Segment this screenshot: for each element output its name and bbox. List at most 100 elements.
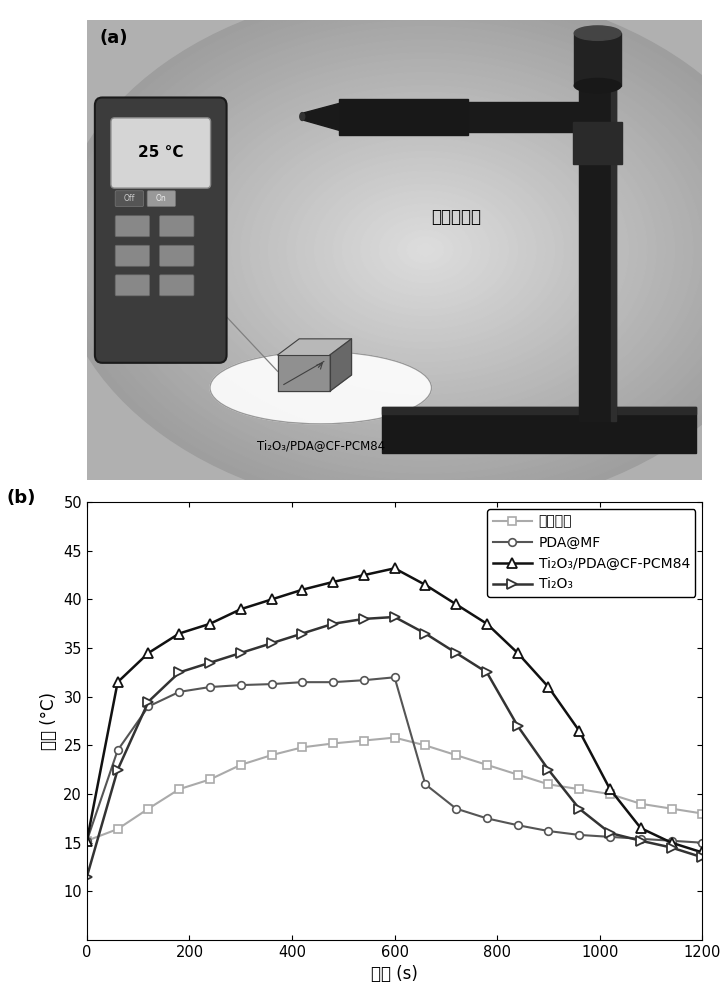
Ti₂O₃/PDA@CF-PCM84 — [668, 837, 676, 849]
Polygon shape — [382, 407, 696, 414]
环境温度 — [175, 783, 184, 795]
环境温度 — [513, 769, 522, 781]
Ti₂O₃/PDA@CF-PCM84 — [298, 584, 307, 596]
Bar — [574, 33, 621, 86]
环境温度 — [575, 783, 584, 795]
Bar — [573, 122, 623, 164]
PDA@MF — [359, 674, 368, 686]
PDA@MF — [452, 803, 460, 815]
Ellipse shape — [306, 164, 545, 335]
Ti₂O₃/PDA@CF-PCM84 — [482, 618, 491, 630]
Ellipse shape — [213, 99, 638, 401]
Ti₂O₃ — [298, 628, 307, 640]
PDA@MF — [236, 679, 245, 691]
Ellipse shape — [121, 33, 724, 467]
Ellipse shape — [296, 158, 555, 342]
PDA@MF — [668, 835, 676, 847]
Ti₂O₃/PDA@CF-PCM84 — [113, 676, 122, 688]
Ti₂O₃ — [236, 647, 245, 659]
Y-axis label: 温度 (°C): 温度 (°C) — [40, 692, 58, 750]
Ti₂O₃/PDA@CF-PCM84 — [544, 681, 553, 693]
Ellipse shape — [93, 13, 724, 486]
环境温度 — [421, 739, 430, 751]
Ellipse shape — [102, 20, 724, 480]
PDA@MF — [698, 837, 707, 849]
Ti₂O₃/PDA@CF-PCM84 — [452, 598, 460, 610]
Ellipse shape — [370, 210, 481, 289]
FancyBboxPatch shape — [115, 275, 150, 296]
Ellipse shape — [314, 171, 536, 329]
Ellipse shape — [204, 92, 647, 407]
Ellipse shape — [250, 125, 601, 375]
环境温度 — [83, 835, 91, 847]
环境温度 — [236, 759, 245, 771]
环境温度 — [113, 823, 122, 835]
Ti₂O₃/PDA@CF-PCM84 — [575, 725, 584, 737]
Ellipse shape — [75, 0, 724, 499]
Line: Ti₂O₃/PDA@CF-PCM84: Ti₂O₃/PDA@CF-PCM84 — [83, 564, 707, 857]
Line: PDA@MF: PDA@MF — [83, 673, 706, 847]
Ellipse shape — [361, 204, 490, 296]
Ti₂O₃/PDA@CF-PCM84 — [390, 562, 399, 574]
环境温度 — [298, 741, 307, 753]
Ti₂O₃ — [329, 618, 337, 630]
Ti₂O₃ — [513, 720, 522, 732]
Ellipse shape — [574, 78, 621, 93]
Ti₂O₃/PDA@CF-PCM84 — [636, 822, 645, 834]
PDA@MF — [267, 678, 276, 690]
Ti₂O₃ — [544, 764, 553, 776]
PDA@MF — [421, 778, 430, 790]
Legend: 环境温度, PDA@MF, Ti₂O₃/PDA@CF-PCM84, Ti₂O₃: 环境温度, PDA@MF, Ti₂O₃/PDA@CF-PCM84, Ti₂O₃ — [487, 509, 695, 597]
Ellipse shape — [176, 73, 675, 427]
Ellipse shape — [407, 237, 444, 263]
Ti₂O₃/PDA@CF-PCM84 — [359, 569, 368, 581]
Ellipse shape — [342, 191, 508, 309]
FancyBboxPatch shape — [147, 191, 175, 207]
Ellipse shape — [210, 352, 432, 424]
Text: Off: Off — [124, 194, 135, 203]
PDA@MF — [206, 681, 214, 693]
Line: Ti₂O₃: Ti₂O₃ — [83, 612, 707, 881]
Ti₂O₃ — [452, 647, 460, 659]
X-axis label: 时间 (s): 时间 (s) — [371, 965, 418, 983]
Ti₂O₃ — [144, 696, 153, 708]
Ti₂O₃ — [267, 637, 276, 649]
Ti₂O₃/PDA@CF-PCM84 — [206, 618, 214, 630]
PDA@MF — [144, 700, 153, 712]
Polygon shape — [303, 103, 339, 130]
环境温度 — [605, 788, 614, 800]
Ellipse shape — [574, 26, 621, 40]
环境温度 — [359, 735, 368, 747]
FancyBboxPatch shape — [115, 216, 150, 237]
Bar — [351, 102, 592, 132]
Ti₂O₃/PDA@CF-PCM84 — [513, 647, 522, 659]
Line: 环境温度: 环境温度 — [83, 734, 706, 845]
Ti₂O₃/PDA@CF-PCM84 — [329, 576, 337, 588]
Polygon shape — [339, 99, 468, 135]
环境温度 — [636, 798, 645, 810]
Ellipse shape — [269, 138, 582, 362]
Text: (b): (b) — [7, 489, 36, 507]
PDA@MF — [298, 676, 307, 688]
Text: On: On — [156, 194, 167, 203]
环境温度 — [206, 773, 214, 785]
Ellipse shape — [324, 178, 527, 322]
PDA@MF — [175, 686, 184, 698]
Ellipse shape — [167, 66, 683, 434]
Ellipse shape — [300, 113, 305, 120]
Ti₂O₃/PDA@CF-PCM84 — [236, 603, 245, 615]
Ellipse shape — [287, 151, 564, 348]
Bar — [611, 79, 616, 421]
Ellipse shape — [130, 40, 720, 460]
环境温度 — [482, 759, 491, 771]
环境温度 — [329, 737, 337, 749]
Ti₂O₃ — [668, 842, 676, 854]
环境温度 — [698, 808, 707, 820]
Ellipse shape — [351, 197, 499, 302]
FancyBboxPatch shape — [159, 275, 194, 296]
Ti₂O₃/PDA@CF-PCM84 — [421, 579, 430, 591]
PDA@MF — [575, 829, 584, 841]
Ellipse shape — [333, 184, 518, 316]
Ellipse shape — [232, 112, 619, 388]
Ellipse shape — [195, 86, 656, 414]
